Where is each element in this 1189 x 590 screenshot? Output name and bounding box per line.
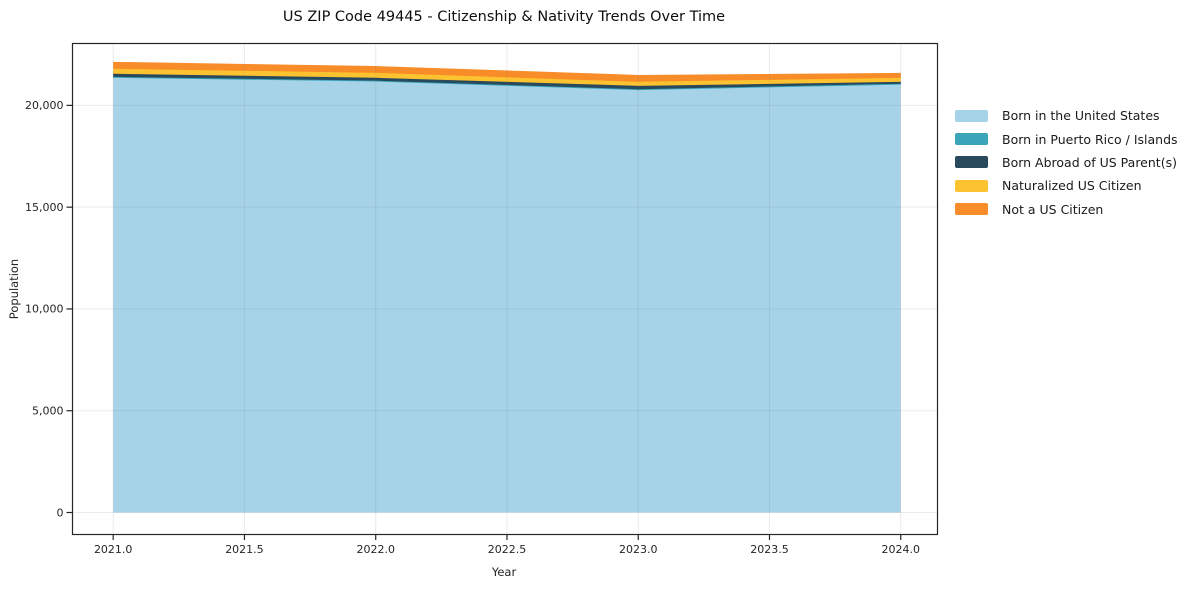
x-tick-label: 2021.5 — [225, 543, 264, 556]
legend-swatch — [955, 156, 988, 169]
x-tick-label: 2024.0 — [881, 543, 920, 556]
x-axis-label: Year — [491, 565, 517, 579]
legend-swatch — [955, 179, 988, 192]
legend-item-born-abroad-of-us-parent-s: Born Abroad of US Parent(s) — [955, 151, 1178, 174]
x-tick-label: 2023.0 — [619, 543, 658, 556]
legend-item-born-in-puerto-rico-islands: Born in Puerto Rico / Islands — [955, 127, 1178, 150]
y-tick-label: 15,000 — [25, 201, 64, 214]
y-tick-label: 20,000 — [25, 99, 64, 112]
x-tick-label: 2022.0 — [356, 543, 395, 556]
y-tick-label: 0 — [57, 506, 64, 519]
y-axis-label: Population — [7, 258, 21, 320]
y-tick-label: 10,000 — [25, 303, 64, 316]
y-tick-label: 5,000 — [32, 405, 64, 418]
legend-swatch — [955, 133, 988, 146]
line-not-a-us-citizen — [113, 61, 901, 77]
legend-label: Born in Puerto Rico / Islands — [1002, 131, 1178, 147]
legend-swatch — [955, 109, 988, 122]
legend-label: Naturalized US Citizen — [1002, 178, 1142, 194]
legend-label: Born in the United States — [1002, 108, 1160, 124]
x-tick-label: 2023.5 — [750, 543, 789, 556]
chart-title: US ZIP Code 49445 - Citizenship & Nativi… — [282, 9, 726, 25]
legend-item-not-a-us-citizen: Not a US Citizen — [955, 198, 1178, 221]
legend-label: Born Abroad of US Parent(s) — [1002, 154, 1177, 170]
area-born-in-the-united-states — [113, 77, 901, 513]
plot-border — [71, 42, 939, 536]
legend-swatch — [955, 203, 988, 216]
legend-item-born-in-the-united-states: Born in the United States — [955, 104, 1178, 127]
legend: Born in the United States Born in Puerto … — [955, 104, 1178, 221]
x-tick-label: 2021.0 — [94, 543, 133, 556]
x-tick-label: 2022.5 — [488, 543, 527, 556]
legend-item-naturalized-us-citizen: Naturalized US Citizen — [955, 174, 1178, 197]
legend-label: Not a US Citizen — [1002, 201, 1104, 217]
